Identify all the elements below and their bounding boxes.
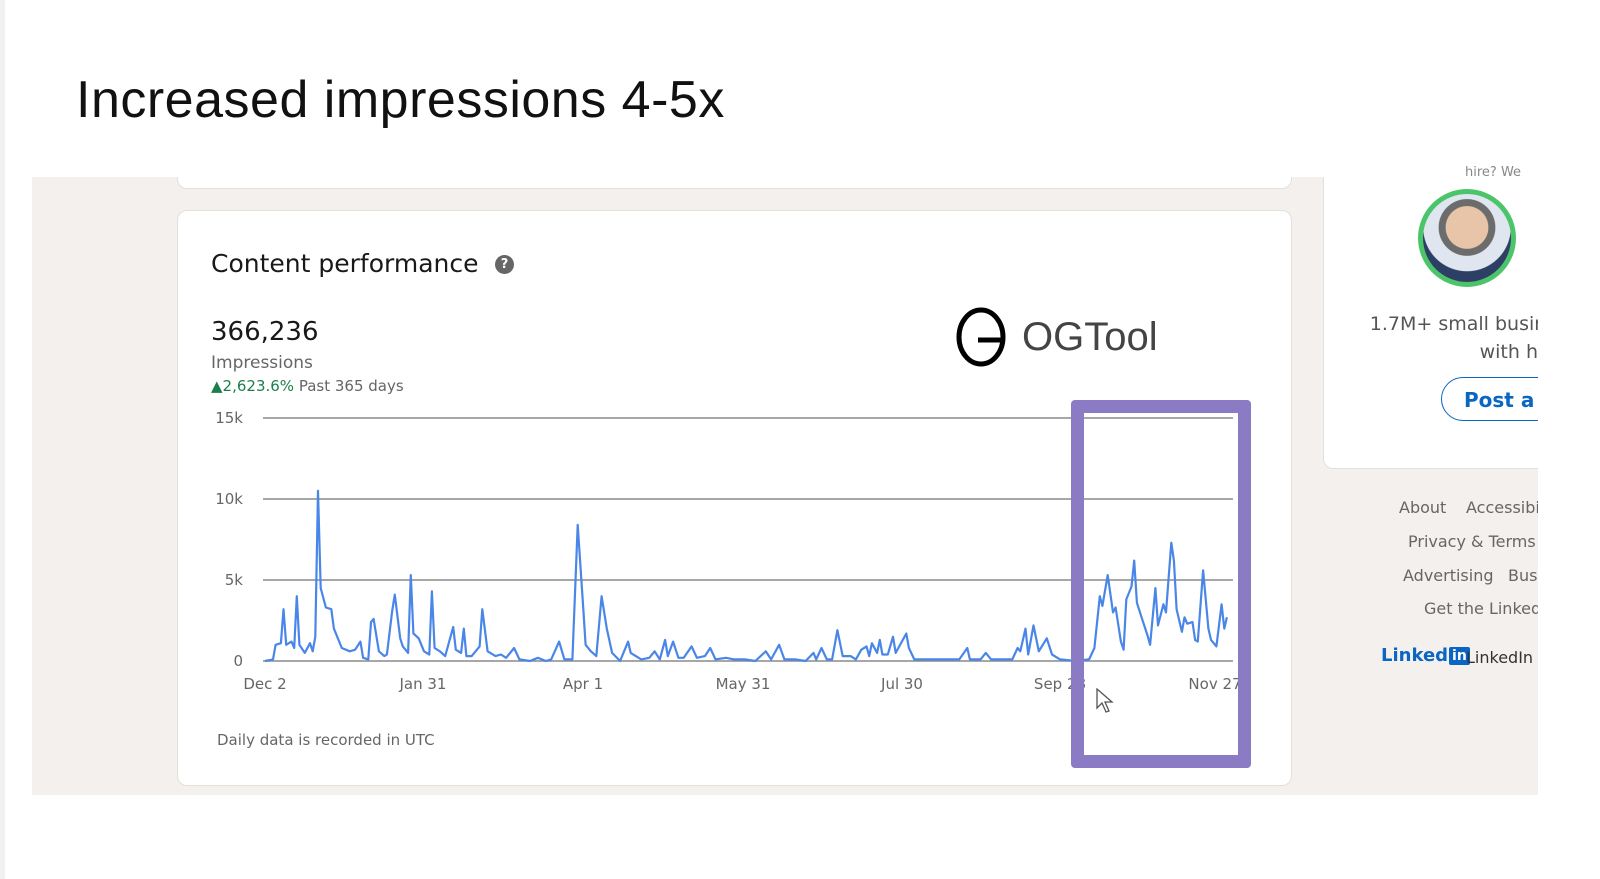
content-performance-card: Content performance ? 366,236 Impression…: [177, 210, 1292, 786]
impressions-total: 366,236: [211, 317, 319, 347]
slide-margin: [1538, 150, 1600, 879]
footer-link-advertising[interactable]: Advertising: [1403, 566, 1494, 585]
slide-edge: [0, 0, 5, 879]
footer-link-privacy[interactable]: Privacy & Terms ▾: [1408, 532, 1549, 551]
x-tick-label: Nov 27: [1188, 675, 1241, 693]
mouse-cursor-icon: [1096, 688, 1114, 713]
ogtool-watermark: OGTool: [956, 307, 1158, 367]
delta-percent: 2,623.6%: [222, 377, 295, 395]
y-tick-label: 5k: [225, 571, 244, 589]
x-tick-label: Apr 1: [563, 675, 603, 693]
ad-line-2: with h: [1479, 341, 1538, 363]
x-tick-label: Dec 2: [243, 675, 286, 693]
ogtool-logo-icon: [956, 307, 1006, 367]
y-tick-label: 15k: [215, 409, 243, 427]
ad-text: 1.7M+ small busine with h: [1358, 310, 1558, 366]
utc-note: Daily data is recorded in UTC: [217, 731, 435, 749]
x-tick-label: Jul 30: [880, 675, 923, 693]
brand-text: Linked: [1381, 645, 1449, 666]
card-title: Content performance: [211, 249, 479, 278]
footer-link-get-app[interactable]: Get the LinkedI: [1424, 599, 1546, 618]
y-tick-label: 0: [233, 652, 243, 670]
impressions-line: [264, 489, 1228, 663]
slide-title: Increased impressions 4-5x: [76, 71, 725, 129]
up-arrow-icon: ▲: [211, 377, 223, 395]
linkedin-screenshot: Content performance ? 366,236 Impression…: [32, 177, 1538, 795]
watermark-text: OGTool: [1022, 314, 1158, 359]
highlight-box: [1071, 400, 1251, 768]
linkedin-corp: LinkedIn C: [1466, 648, 1550, 667]
avatar: [1418, 189, 1516, 287]
footer-link-accessibility[interactable]: Accessibili: [1466, 498, 1549, 517]
ad-line-1: 1.7M+ small busine: [1369, 313, 1558, 335]
ad-top-text: hire? We: [1465, 165, 1522, 180]
delta: ▲2,623.6% Past 365 days: [211, 377, 404, 395]
footer-link-business[interactable]: Busi: [1508, 566, 1542, 585]
x-tick-label: May 31: [716, 675, 771, 693]
x-tick-label: Jan 31: [399, 675, 447, 693]
metric-label: Impressions: [211, 353, 313, 373]
footer-link-about[interactable]: About: [1399, 498, 1447, 517]
delta-period: Past 365 days: [298, 377, 404, 395]
y-tick-label: 10k: [215, 490, 243, 508]
question-circle-icon[interactable]: ?: [495, 255, 514, 274]
brand-in: in: [1449, 646, 1470, 665]
linkedin-logo: Linked in: [1381, 645, 1470, 666]
previous-card: [177, 177, 1292, 189]
